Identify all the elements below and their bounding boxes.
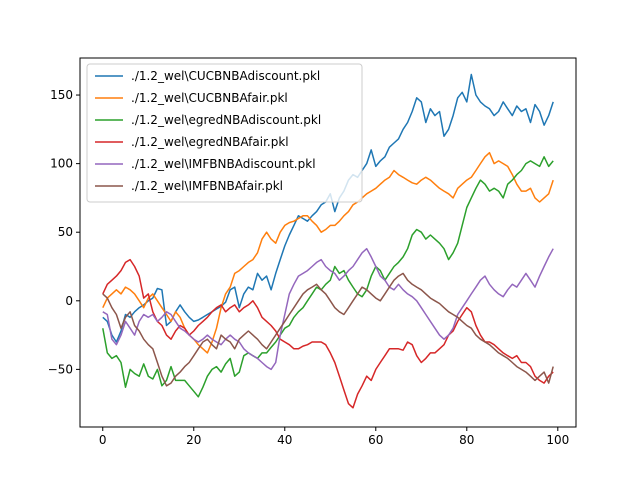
y-tick-label: 50 — [58, 225, 73, 239]
x-tick-label: 100 — [546, 433, 569, 447]
y-tick-label: −50 — [48, 362, 73, 376]
legend-label-6: ./1.2_wel\IMFBNBAfair.pkl — [131, 179, 283, 193]
series-line-5 — [102, 247, 554, 371]
legend-label-1: ./1.2_wel\CUCBNBAdiscount.pkl — [131, 69, 320, 83]
axes-frame — [79, 57, 577, 428]
legend-box — [86, 63, 363, 203]
x-axis: 0 20 40 60 80 100 — [99, 427, 569, 447]
legend-label-4: ./1.2_wel\egredNBAfair.pkl — [131, 135, 289, 149]
legend: ./1.2_wel\CUCBNBAdiscount.pkl ./1.2_wel\C… — [86, 63, 363, 203]
y-tick-label: 100 — [50, 157, 73, 171]
series-line-4 — [102, 258, 554, 409]
y-axis: −50 0 50 100 150 — [48, 88, 80, 376]
series-line-3 — [102, 156, 554, 398]
series-line-6 — [102, 272, 554, 387]
legend-label-5: ./1.2_wel\IMFBNBAdiscount.pkl — [131, 157, 316, 171]
y-tick-label: 150 — [50, 88, 73, 102]
x-tick-label: 60 — [368, 433, 383, 447]
legend-label-3: ./1.2_wel\egredNBAdiscount.pkl — [131, 113, 321, 127]
x-tick-label: 80 — [459, 433, 474, 447]
x-tick-label: 0 — [99, 433, 107, 447]
legend-label-2: ./1.2_wel\CUCBNBAfair.pkl — [131, 91, 288, 105]
series-line-2 — [102, 151, 554, 354]
series-layer — [102, 73, 554, 409]
y-tick-label: 0 — [65, 294, 73, 308]
x-tick-label: 20 — [186, 433, 201, 447]
x-tick-label: 40 — [277, 433, 292, 447]
